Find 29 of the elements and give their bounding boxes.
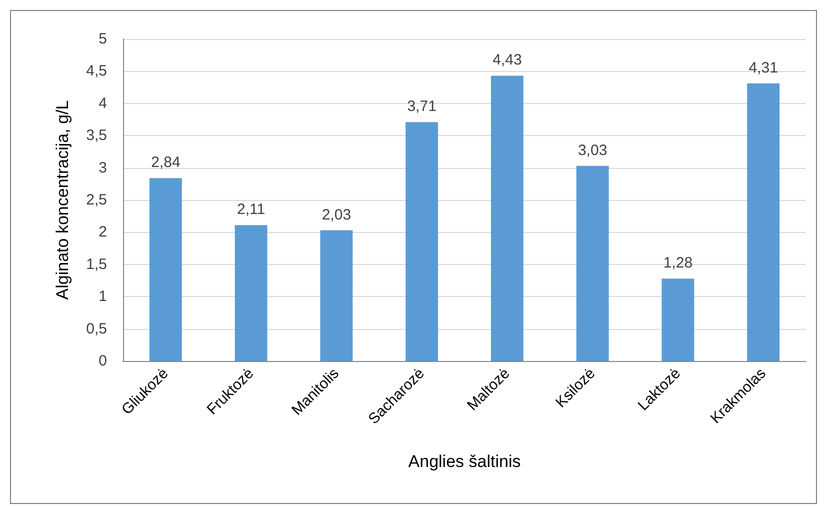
y-tick-label: 1,5 — [86, 256, 107, 273]
bar — [320, 230, 353, 361]
bar — [747, 83, 780, 361]
y-tick-label: 4,5 — [86, 62, 107, 80]
bar — [576, 166, 609, 361]
bar — [490, 76, 524, 361]
y-tick-label: 3,5 — [86, 127, 107, 144]
y-axis-title: Alginato koncentracija, g/L — [53, 100, 72, 300]
y-tick-label: 0 — [98, 352, 107, 370]
bar — [234, 225, 268, 361]
y-tick-label: 3 — [98, 159, 107, 176]
y-tick-label: 1 — [98, 288, 107, 306]
y-tick-label: 5 — [98, 30, 107, 48]
y-tick-label: 0,5 — [86, 320, 107, 338]
data-label: 2,84 — [151, 154, 180, 172]
bar — [406, 122, 438, 361]
data-label: 3,71 — [407, 98, 436, 116]
data-label: 4,31 — [748, 59, 778, 76]
data-label: 3,03 — [578, 142, 608, 159]
bar — [149, 178, 182, 361]
x-axis-title: Anglies šaltinis — [408, 452, 521, 471]
data-label: 2,11 — [237, 201, 266, 218]
y-tick-label: 2,5 — [86, 192, 107, 208]
y-tick-label: 2 — [98, 224, 107, 241]
bar — [662, 278, 694, 361]
data-label: 1,28 — [663, 254, 693, 272]
y-tick-label: 4 — [98, 94, 107, 112]
data-label: 4,43 — [492, 52, 522, 69]
data-label: 2,03 — [322, 206, 352, 224]
